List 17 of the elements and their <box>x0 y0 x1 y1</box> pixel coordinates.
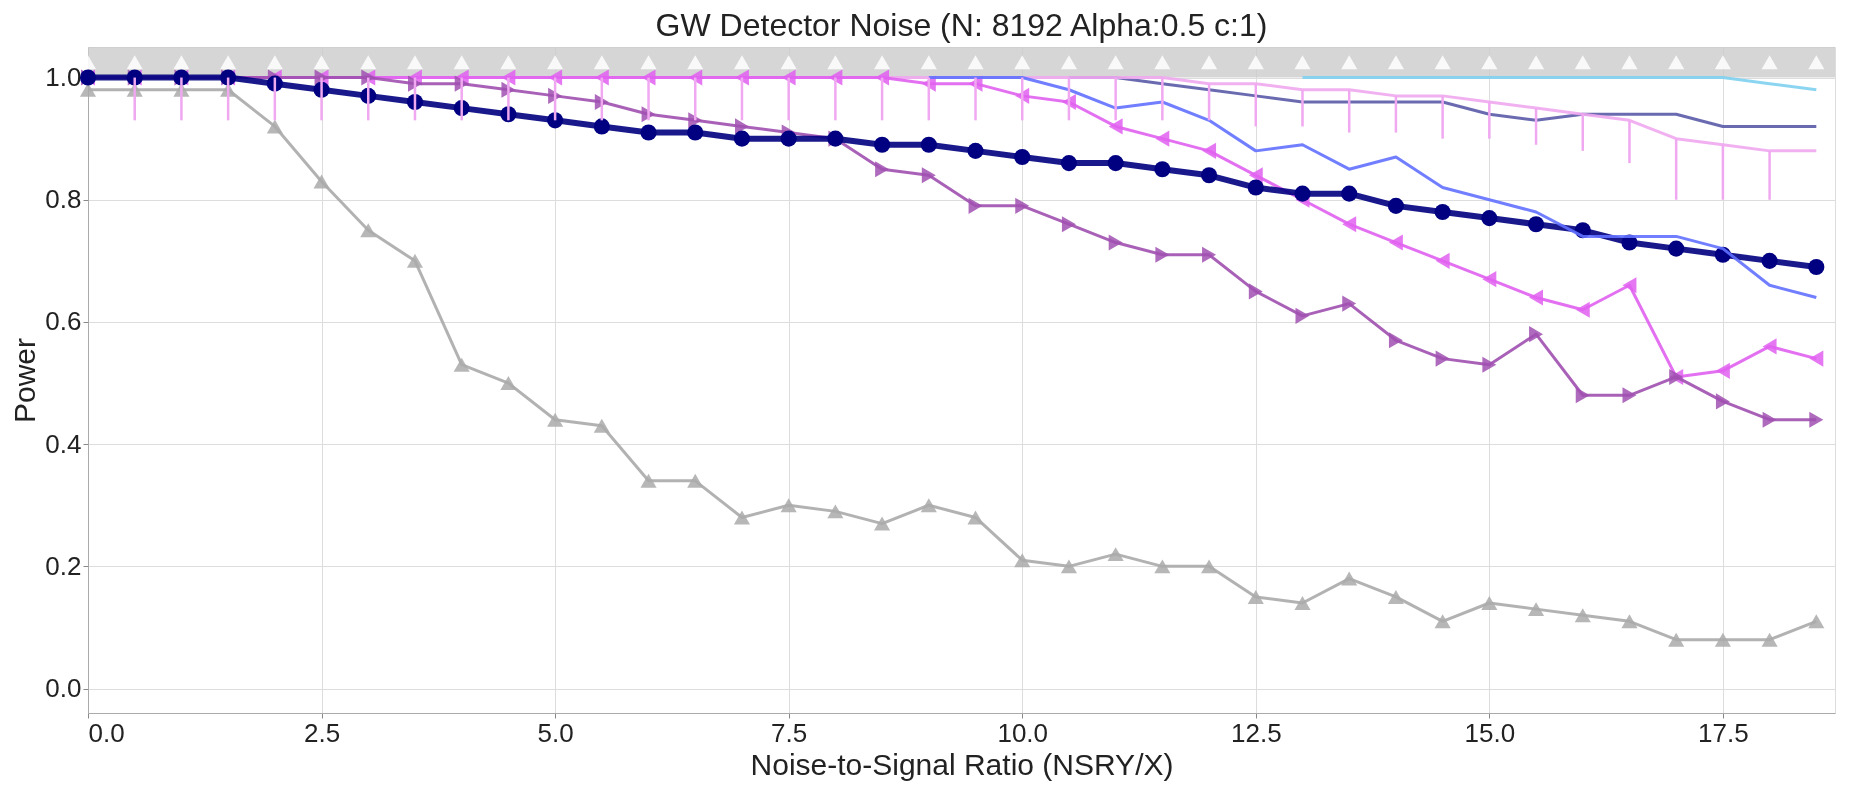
x-tick-label: 10.0 <box>997 717 1049 748</box>
y-tick-label: 1.0 <box>45 62 82 93</box>
x-tick-label: 15.0 <box>1464 717 1516 748</box>
x-tick-label: 2.5 <box>303 717 341 748</box>
x-tick-label: 5.0 <box>537 717 574 748</box>
x-axis-title: Noise-to-Signal Ratio (NSRY/X) <box>750 747 1174 781</box>
x-tick-label: 0.0 <box>88 717 125 748</box>
x-tick-label: 17.5 <box>1698 717 1749 748</box>
x-tick-label: 12.5 <box>1230 717 1282 748</box>
chart-title: GW Detector Noise (N: 8192 Alpha:0.5 c:1) <box>655 7 1268 43</box>
y-tick-label: 0.6 <box>45 306 82 337</box>
y-tick-label: 0.0 <box>45 673 82 704</box>
y-axis-title: Power <box>8 337 42 424</box>
y-tick-label: 0.4 <box>45 428 82 459</box>
y-tick-label: 0.8 <box>45 184 82 215</box>
x-tick-label: 7.5 <box>771 717 808 748</box>
y-tick-label: 0.2 <box>45 550 82 581</box>
